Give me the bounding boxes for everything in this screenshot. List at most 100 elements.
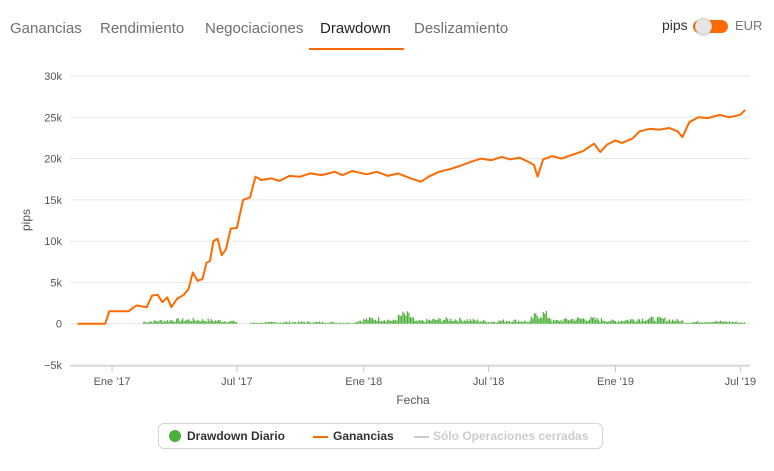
drawdown-bar: [691, 322, 693, 324]
drawdown-bar: [597, 319, 600, 324]
x-tick-label: Ene '18: [345, 376, 382, 388]
drawdown-bar: [505, 320, 508, 324]
drawdown-bar: [668, 319, 671, 324]
tab-rendimiento[interactable]: Rendimiento: [100, 20, 185, 37]
drawdown-bar: [514, 319, 517, 324]
drawdown-bar: [664, 317, 666, 324]
drawdown-bar: [393, 319, 395, 324]
drawdown-bar: [522, 321, 524, 324]
drawdown-bar: [725, 321, 727, 324]
drawdown-bar: [284, 321, 286, 324]
drawdown-bar: [197, 319, 199, 324]
drawdown-bar: [262, 323, 264, 324]
drawdown-bar: [233, 320, 235, 324]
drawdown-bar: [213, 321, 215, 324]
drawdown-bar: [388, 320, 390, 324]
drawdown-bar: [545, 310, 547, 324]
drawdown-bar: [259, 322, 261, 324]
drawdown-bar: [143, 321, 145, 324]
drawdown-bar: [508, 320, 511, 324]
drawdown-bar: [594, 319, 597, 324]
tab-negociaciones[interactable]: Negociaciones: [205, 20, 304, 37]
drawdown-bar: [584, 319, 586, 324]
drawdown-bar: [539, 317, 541, 324]
drawdown-bar: [617, 321, 620, 324]
drawdown-bar: [331, 321, 333, 324]
drawdown-bar: [308, 321, 310, 324]
drawdown-bar: [612, 320, 615, 324]
drawdown-bar: [686, 322, 688, 324]
drawdown-bar: [227, 322, 229, 324]
y-axis-title: pips: [19, 209, 33, 231]
y-tick-label: 20k: [44, 154, 62, 166]
drawdown-bar: [483, 320, 485, 324]
drawdown-bar: [724, 321, 726, 324]
drawdown-bar: [222, 321, 224, 324]
closed-ops-legend-line-icon: [414, 436, 429, 438]
drawdown-bar: [337, 323, 339, 324]
drawdown-bar: [495, 322, 497, 324]
drawdown-bar: [649, 317, 651, 324]
drawdown-bar: [701, 322, 703, 324]
drawdown-bar: [484, 321, 486, 324]
drawdown-bar: [614, 321, 617, 324]
drawdown-bar: [575, 319, 577, 324]
drawdown-bar: [530, 316, 532, 324]
drawdown-bar: [600, 318, 603, 324]
drawdown-bar: [667, 320, 669, 324]
drawdown-bar: [707, 322, 709, 324]
drawdown-bar: [677, 320, 680, 324]
drawdown-bar: [689, 322, 691, 324]
drawdown-bar: [739, 322, 741, 324]
drawdown-bar: [283, 322, 285, 324]
tab-deslizamiento[interactable]: Deslizamiento: [414, 20, 509, 37]
drawdown-bar: [523, 320, 526, 324]
y-tick-label: 5k: [50, 277, 62, 289]
drawdown-bar: [502, 319, 505, 324]
drawdown-bar: [396, 320, 398, 324]
drawdown-bar: [372, 318, 374, 324]
drawdown-bar: [152, 322, 154, 324]
drawdown-bar: [406, 311, 409, 324]
drawdown-bar: [442, 320, 444, 324]
drawdown-bar: [456, 320, 458, 324]
drawdown-bar: [188, 319, 190, 324]
drawdown-bar: [423, 320, 425, 324]
drawdown-bar: [490, 321, 493, 324]
drawdown-bar: [409, 317, 412, 324]
drawdown-bar: [433, 318, 435, 324]
unit-toggle-knob[interactable]: [695, 18, 712, 35]
drawdown-bar: [647, 319, 650, 324]
drawdown-bar: [728, 321, 730, 324]
drawdown-bar: [715, 320, 717, 324]
tab-ganancias[interactable]: Ganancias: [10, 20, 82, 37]
x-tick-label: Jul '17: [221, 376, 252, 388]
drawdown-bar: [563, 319, 565, 324]
drawdown-bar: [250, 322, 252, 324]
y-tick-label: 15k: [44, 195, 62, 207]
legend-solo-operaciones-cerradas[interactable]: Sólo Operaciones cerradas: [433, 429, 589, 443]
drawdown-bar: [625, 320, 627, 324]
drawdown-bar: [185, 320, 187, 324]
drawdown-bar: [727, 322, 729, 324]
legend-ganancias[interactable]: Ganancias: [333, 429, 394, 443]
tab-drawdown[interactable]: Drawdown: [320, 20, 391, 37]
drawdown-bar: [332, 321, 334, 324]
drawdown-bar: [674, 321, 677, 324]
drawdown-bar: [555, 319, 558, 324]
drawdown-bar: [414, 320, 416, 324]
drawdown-bar: [209, 321, 211, 324]
drawdown-bar: [588, 319, 591, 324]
y-tick-label: 10k: [44, 236, 62, 248]
drawdown-bar: [478, 321, 480, 324]
drawdown-bar: [547, 317, 549, 324]
drawdown-bar: [606, 321, 609, 324]
drawdown-bar: [360, 320, 362, 324]
drawdown-bar: [221, 321, 223, 324]
drawdown-bar: [513, 319, 515, 324]
drawdown-bar: [317, 321, 319, 324]
drawdown-bar: [174, 321, 176, 324]
drawdown-bar: [587, 320, 589, 324]
y-tick-label: 0: [56, 319, 62, 331]
legend-drawdown-diario[interactable]: Drawdown Diario: [187, 429, 286, 443]
